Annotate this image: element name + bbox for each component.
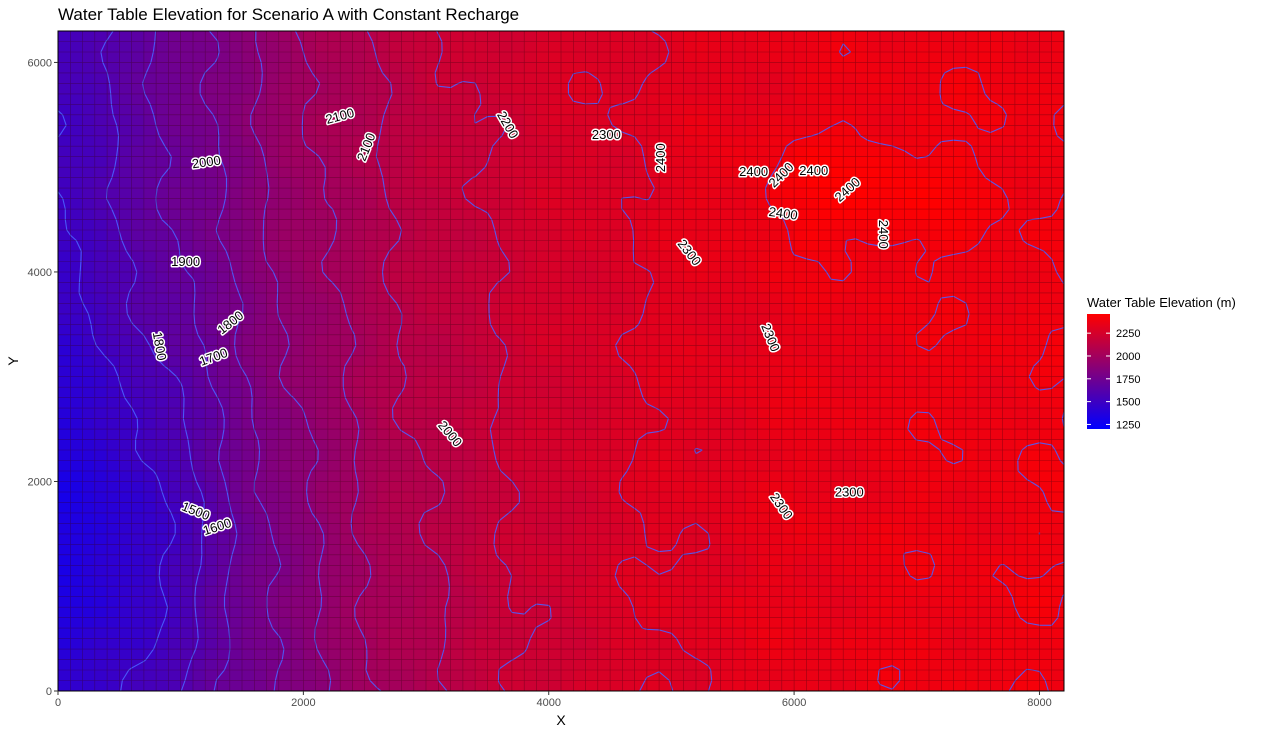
y-tick-label: 4000 bbox=[28, 267, 52, 279]
contour-line-2300 bbox=[567, 31, 713, 691]
legend-tick-label: 1500 bbox=[1116, 397, 1140, 409]
contour-line-1500 bbox=[58, 110, 176, 691]
contour-label: 2400 bbox=[799, 163, 828, 178]
panel-border bbox=[57, 30, 1065, 692]
contour-line-2000 bbox=[294, 31, 382, 691]
legend-colorbar bbox=[1087, 314, 1110, 429]
y-tick-label: 0 bbox=[46, 686, 52, 698]
x-tick-label: 0 bbox=[55, 697, 61, 709]
contour-line-2200 bbox=[434, 31, 552, 691]
x-tick-label: 8000 bbox=[1027, 697, 1051, 709]
legend: Water Table Elevation (m) 1250 1500 1750 20… bbox=[1087, 295, 1236, 431]
legend-tick-label: 2250 bbox=[1116, 328, 1140, 340]
legend-tick-label: 1750 bbox=[1116, 374, 1140, 386]
contour-lines bbox=[58, 31, 1064, 691]
elevation-heatmap bbox=[58, 31, 1064, 691]
legend-tick-label: 1250 bbox=[1116, 419, 1140, 431]
contour-label: 2400 bbox=[739, 164, 768, 179]
x-tick-label: 4000 bbox=[536, 697, 560, 709]
contour-line-1800 bbox=[199, 31, 285, 691]
x-tick-label: 2000 bbox=[291, 697, 315, 709]
y-tick-label: 6000 bbox=[28, 57, 52, 69]
contour-line-1700 bbox=[142, 31, 238, 691]
legend-tick-label: 2000 bbox=[1116, 351, 1140, 363]
x-axis: 0 2000 4000 6000 8000 bbox=[55, 691, 1052, 709]
y-axis-title: Y bbox=[5, 356, 21, 366]
contour-line-1900 bbox=[250, 31, 332, 691]
contour-label: 2300 bbox=[835, 484, 864, 499]
y-axis: 0 2000 4000 6000 bbox=[28, 57, 58, 698]
contour-label: 2400 bbox=[876, 220, 891, 249]
chart-title: Water Table Elevation for Scenario A wit… bbox=[58, 5, 519, 24]
contour-label: 2400 bbox=[768, 204, 799, 223]
cell-grid-lines bbox=[58, 31, 1064, 691]
cell-grid bbox=[58, 31, 1064, 691]
contour-label: 1800 bbox=[150, 331, 170, 362]
contour-line-2100 bbox=[366, 31, 450, 691]
contour-label: 1900 bbox=[171, 254, 200, 269]
contour-line-2400 bbox=[764, 43, 1064, 691]
contour-line-1600 bbox=[100, 31, 205, 691]
x-tick-label: 6000 bbox=[782, 697, 806, 709]
y-tick-label: 2000 bbox=[28, 476, 52, 488]
contour-label: 2300 bbox=[592, 127, 621, 142]
contour-label: 2400 bbox=[653, 143, 668, 172]
x-axis-title: X bbox=[556, 712, 566, 728]
legend-title: Water Table Elevation (m) bbox=[1087, 295, 1236, 310]
contour-label: 2000 bbox=[191, 153, 222, 172]
legend-ticks: 1250 1500 1750 2000 2250 bbox=[1087, 328, 1140, 431]
